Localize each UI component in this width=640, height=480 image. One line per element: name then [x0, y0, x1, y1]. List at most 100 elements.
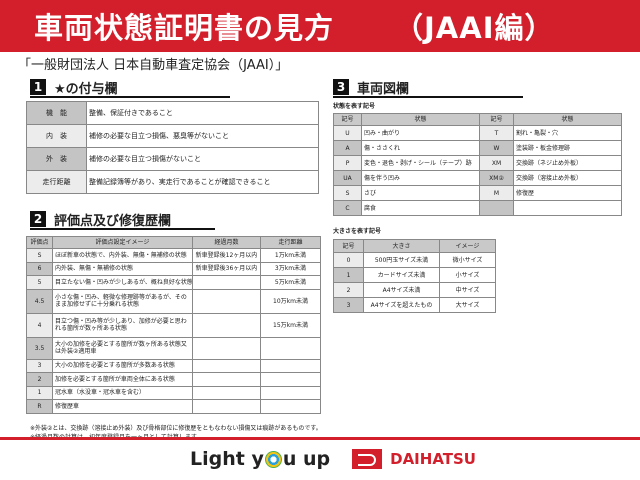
table-cell: 新車登録後12ヶ月以内: [192, 248, 261, 263]
section-number: 2: [30, 211, 46, 227]
table-cell: 変色・退色・剥げ・シール（テープ）跡: [361, 155, 480, 171]
column-header: 大きさ: [363, 239, 440, 253]
table-cell: C: [333, 200, 362, 216]
table-cell: 加修を必要とする箇所が車両全体にある状態: [52, 372, 193, 387]
table-cell: 割れ・亀裂・穴: [513, 125, 622, 141]
table-row: 内 装補修の必要な目立つ損傷、悪臭等がないこと: [26, 124, 319, 148]
row-value: 整備記録簿等があり、実走行であることが確認できること: [86, 170, 319, 194]
table-cell: [192, 275, 261, 290]
table-row: 機 能整備、保証付きであること: [26, 101, 319, 125]
table-cell: 5: [26, 275, 53, 290]
section-title: ★の付与欄: [54, 81, 118, 97]
column-header: イメージ: [439, 239, 496, 253]
slogan-text: u up: [282, 448, 331, 470]
table-cell: S: [26, 248, 53, 263]
table-cell: 6: [26, 261, 53, 276]
table-cell: 中サイズ: [439, 282, 496, 298]
table-row: S さび M 修復歴: [333, 185, 622, 201]
table-cell: 塗装跡・板金修理跡: [513, 140, 622, 156]
table-cell: 4.5: [26, 288, 53, 314]
row-label: 走行距離: [26, 170, 87, 194]
table-row: 走行距離 整備記録簿等があり、実走行であることが確認できること: [26, 170, 319, 194]
table-cell: R: [26, 399, 53, 414]
table-row: 4.5 小さな傷・凹み、軽微な修理跡等があるが、そのまま加修せずに十分乗れる状態 1…: [26, 288, 321, 314]
table-cell: [260, 385, 321, 400]
table-cell: 交換跡（ネジ止め外板）: [513, 155, 622, 171]
table-cell: 大小の加修を必要とする箇所が多数ある状態: [52, 358, 193, 373]
section-title: 評価点及び修復歴欄: [54, 213, 172, 229]
organization-name: 「一般財団法人 日本自動車査定協会（JAAI）」: [18, 58, 289, 73]
table-row: UA 傷を伴う凹み XM② 交換跡（溶接止め外板）: [333, 170, 622, 186]
table-cell: 大サイズ: [439, 297, 496, 313]
table-cell: 修復歴: [513, 185, 622, 201]
table-cell: 1: [26, 385, 53, 400]
column-header: 状態: [513, 113, 622, 126]
table-cell: UA: [333, 170, 362, 186]
table-cell: 目立たない傷・凹みが少しあるが、概ね良好な状態: [52, 275, 193, 290]
table-cell: 10万km未満: [260, 288, 321, 314]
table-cell: M: [479, 185, 514, 201]
page-header: 車両状態証明書の見方 （JAAI編）: [0, 0, 640, 52]
table-cell: [192, 336, 261, 360]
row-value: 整備、保証付きであること: [86, 101, 319, 125]
section-title: 車両図欄: [357, 81, 410, 97]
table-cell: 0: [333, 252, 364, 268]
state-symbols-label: 状態を表す記号: [333, 103, 376, 110]
table-row: 2 A4サイズ未満 中サイズ: [333, 282, 496, 298]
table-row: 1 カードサイズ未満 小サイズ: [333, 267, 496, 283]
evaluation-score-table: 評価点 評価点設定イメージ 経過月数 走行距離 S ほぼ新車の状態で、内外装、無傷・無補修…: [26, 236, 321, 414]
column-header: 記号: [479, 113, 514, 126]
section1-heading: 1 ★の付与欄: [30, 78, 230, 98]
table-cell: [192, 399, 261, 414]
size-symbols-table: 記号 大きさ イメージ 0 500円玉サイズ未満 微小サイズ 1 カードサイズ未満 小サイズ 2 A…: [333, 239, 496, 313]
table-cell: P: [333, 155, 362, 171]
table-row: 1 冠水車（水没車・冠水車を含む）: [26, 385, 321, 400]
table-row: 4 目立つ傷・凹み等が少しあり、加修が必要と思われる箇所が数ヶ所ある状態 15万km…: [26, 312, 321, 338]
column-header: 評価点: [26, 236, 53, 249]
table-cell: U: [333, 125, 362, 141]
table-cell: カードサイズ未満: [363, 267, 440, 283]
slogan-text: Light y: [190, 448, 264, 470]
size-symbols-label: 大きさを表す記号: [333, 228, 382, 235]
column-header: 走行距離: [260, 236, 321, 249]
table-cell: 冠水車（水没車・冠水車を含む）: [52, 385, 193, 400]
table-cell: A4サイズ未満: [363, 282, 440, 298]
table-row: C 腐食: [333, 200, 622, 216]
table-cell: 小さな傷・凹み、軽微な修理跡等があるが、そのまま加修せずに十分乗れる状態: [52, 288, 193, 314]
table-cell: 5万km未満: [260, 275, 321, 290]
daihatsu-logo: DAIHATSU: [352, 449, 476, 469]
table-cell: 500円玉サイズ未満: [363, 252, 440, 268]
table-row: S ほぼ新車の状態で、内外装、無傷・無補修の状態 新車登録後12ヶ月以内 1万km未満: [26, 248, 321, 263]
table-cell: 1万km未満: [260, 248, 321, 263]
table-cell: A4サイズを超えたもの: [363, 297, 440, 313]
row-label: 内 装: [26, 124, 87, 148]
table-cell: 凹み・曲がり: [361, 125, 480, 141]
table-cell: [260, 372, 321, 387]
table-cell: [513, 200, 622, 216]
table-cell: 新車登録後36ヶ月以内: [192, 261, 261, 276]
table-row: R 修復歴車: [26, 399, 321, 414]
table-row: 外 装補修の必要な目立つ損傷がないこと: [26, 147, 319, 171]
table-cell: 小サイズ: [439, 267, 496, 283]
column-header: 状態: [361, 113, 480, 126]
table-row: 3 A4サイズを超えたもの 大サイズ: [333, 297, 496, 313]
table-cell: 交換跡（溶接止め外板）: [513, 170, 622, 186]
table-cell: 傷・ささくれ: [361, 140, 480, 156]
table-row: 6 内外装、無傷・無補修の状態 新車登録後36ヶ月以内 3万km未満: [26, 261, 321, 276]
column-header: 経過月数: [192, 236, 261, 249]
table-cell: [192, 358, 261, 373]
table-row: P 変色・退色・剥げ・シール（テープ）跡 XM 交換跡（ネジ止め外板）: [333, 155, 622, 171]
divider: [0, 437, 640, 440]
table-cell: 1: [333, 267, 364, 283]
table-cell: 腐食: [361, 200, 480, 216]
right-column: 3 車両図欄 状態を表す記号 記号 状態 記号 状態 U 凹み・曲がり T 割れ・亀裂・穴 A 傷…: [333, 78, 622, 313]
table-cell: 2: [333, 282, 364, 298]
row-value: 補修の必要な目立つ損傷がないこと: [86, 147, 319, 171]
column-header: 記号: [333, 239, 364, 253]
left-column: 1 ★の付与欄 機 能整備、保証付きであること内 装補修の必要な目立つ損傷、悪臭…: [26, 78, 322, 442]
table-cell: ほぼ新車の状態で、内外装、無傷・無補修の状態: [52, 248, 193, 263]
table-row: 3.5 大小の加修を必要とする箇所が数ヶ所ある状態又は外装②適用車: [26, 336, 321, 360]
state-symbols-table: 記号 状態 記号 状態 U 凹み・曲がり T 割れ・亀裂・穴 A 傷・ささくれ W 塗装跡・板金修理跡…: [333, 113, 622, 216]
star-criteria-table: 機 能整備、保証付きであること内 装補修の必要な目立つ損傷、悪臭等がないこと外 …: [26, 101, 319, 194]
table-cell: W: [479, 140, 514, 156]
